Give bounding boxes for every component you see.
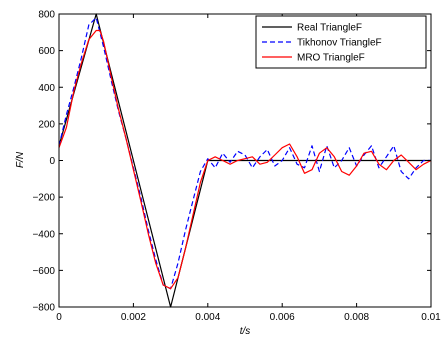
x-tick-label: 0 [56, 312, 62, 323]
y-tick-label: −200 [32, 193, 55, 204]
legend-box [255, 15, 427, 69]
y-tick-label: 0 [49, 156, 55, 167]
x-tick-label: 0.01 [421, 312, 441, 323]
series-line-2 [58, 29, 432, 290]
x-axis-label: t/s [240, 326, 251, 337]
legend-label-0: Real TriangleF [297, 23, 362, 34]
y-tick-label: 600 [38, 46, 55, 57]
x-tick-label: 0.004 [195, 312, 220, 323]
y-tick-label: −400 [32, 229, 55, 240]
legend-label-2: MRO TriangleF [297, 53, 365, 64]
x-tick-label: 0.006 [270, 312, 295, 323]
y-axis-label: F/N [15, 151, 26, 168]
ticks: 0 0.002 0.004 0.006 0.008 0.01 −800 −600 −400 −20… [32, 10, 441, 324]
y-tick-label: 200 [38, 119, 55, 130]
legend: Real TriangleF Tikhonov TriangleF MRO Tria… [255, 15, 427, 69]
y-tick-label: 800 [38, 10, 55, 21]
y-tick-label: 400 [38, 83, 55, 94]
x-tick-label: 0.002 [121, 312, 146, 323]
y-tick-label: −600 [32, 266, 55, 277]
y-tick-label: −800 [32, 303, 55, 314]
x-tick-label: 0.008 [344, 312, 369, 323]
legend-label-1: Tikhonov TriangleF [297, 38, 382, 49]
